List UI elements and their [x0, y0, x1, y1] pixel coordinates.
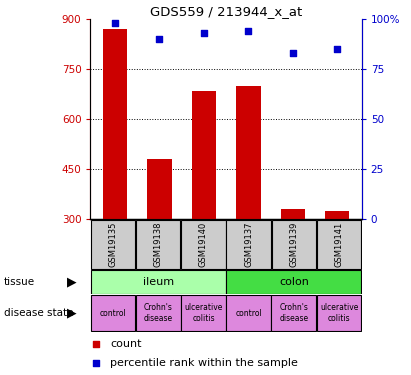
Bar: [317, 220, 361, 270]
Text: Crohn's
disease: Crohn's disease: [279, 303, 308, 323]
Point: [334, 46, 340, 52]
Point: [112, 20, 118, 26]
Text: tissue: tissue: [4, 277, 35, 287]
Text: ▶: ▶: [67, 276, 77, 289]
Title: GDS559 / 213944_x_at: GDS559 / 213944_x_at: [150, 4, 302, 18]
Point: [245, 28, 252, 34]
Bar: [91, 270, 226, 294]
Text: GSM19139: GSM19139: [289, 222, 298, 267]
Text: percentile rank within the sample: percentile rank within the sample: [110, 358, 298, 368]
Point: [93, 360, 99, 366]
Text: GSM19135: GSM19135: [109, 222, 118, 267]
Text: ▶: ▶: [67, 307, 77, 320]
Text: Crohn's
disease: Crohn's disease: [144, 303, 173, 323]
Bar: [226, 220, 271, 270]
Text: GSM19137: GSM19137: [244, 222, 253, 267]
Bar: [317, 295, 361, 331]
Point: [156, 36, 163, 42]
Text: colon: colon: [279, 277, 309, 287]
Text: control: control: [99, 309, 127, 318]
Text: GSM19138: GSM19138: [154, 222, 163, 267]
Bar: [236, 86, 261, 219]
Bar: [181, 220, 226, 270]
Bar: [91, 220, 135, 270]
Bar: [192, 91, 216, 219]
Bar: [91, 295, 135, 331]
Text: disease state: disease state: [4, 308, 74, 318]
Text: GSM19141: GSM19141: [335, 222, 344, 267]
Bar: [272, 295, 316, 331]
Text: ulcerative
colitis: ulcerative colitis: [184, 303, 223, 323]
Point: [289, 50, 296, 56]
Bar: [136, 220, 180, 270]
Bar: [147, 159, 171, 219]
Bar: [103, 29, 127, 219]
Bar: [281, 209, 305, 219]
Point: [201, 30, 207, 36]
Bar: [325, 211, 349, 219]
Text: ileum: ileum: [143, 277, 174, 287]
Bar: [226, 295, 271, 331]
Bar: [226, 270, 361, 294]
Bar: [136, 295, 180, 331]
Text: count: count: [110, 339, 142, 349]
Bar: [272, 220, 316, 270]
Text: GSM19140: GSM19140: [199, 222, 208, 267]
Text: control: control: [235, 309, 262, 318]
Bar: [181, 295, 226, 331]
Point: [93, 341, 99, 347]
Text: ulcerative
colitis: ulcerative colitis: [320, 303, 358, 323]
